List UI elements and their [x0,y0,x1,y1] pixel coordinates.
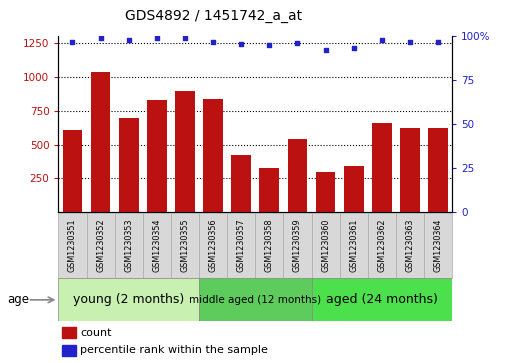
FancyBboxPatch shape [227,213,255,278]
FancyBboxPatch shape [86,213,115,278]
Bar [62,130,82,212]
Point [265,42,273,48]
Text: GSM1230358: GSM1230358 [265,219,274,272]
Bar [119,118,139,212]
Bar [260,168,279,212]
Text: GSM1230362: GSM1230362 [377,219,386,272]
Bar [372,123,392,212]
Text: percentile rank within the sample: percentile rank within the sample [80,345,268,355]
FancyBboxPatch shape [340,213,368,278]
Text: count: count [80,328,112,338]
FancyBboxPatch shape [424,213,452,278]
Bar [316,172,335,212]
FancyBboxPatch shape [199,213,227,278]
Point [124,37,133,43]
FancyBboxPatch shape [58,213,86,278]
Point [378,37,386,43]
Bar [62,344,76,356]
Point [406,39,414,45]
FancyBboxPatch shape [311,278,452,321]
Point [69,40,77,45]
Text: aged (24 months): aged (24 months) [326,293,438,306]
Bar [62,327,76,338]
FancyBboxPatch shape [171,213,199,278]
Text: young (2 months): young (2 months) [73,293,184,306]
Point [350,45,358,51]
Text: GSM1230355: GSM1230355 [180,219,189,272]
Text: GSM1230354: GSM1230354 [152,219,162,272]
Point [294,40,302,46]
Text: GDS4892 / 1451742_a_at: GDS4892 / 1451742_a_at [125,9,302,23]
Bar [231,155,251,212]
Bar [400,129,420,212]
FancyBboxPatch shape [311,213,340,278]
Bar [288,139,307,212]
Text: GSM1230361: GSM1230361 [349,219,358,272]
Text: GSM1230351: GSM1230351 [68,219,77,272]
Point [209,39,217,45]
FancyBboxPatch shape [199,278,311,321]
Text: GSM1230353: GSM1230353 [124,219,133,272]
Text: GSM1230364: GSM1230364 [433,219,442,272]
Text: GSM1230352: GSM1230352 [96,219,105,272]
FancyBboxPatch shape [115,213,143,278]
FancyBboxPatch shape [396,213,424,278]
Text: GSM1230363: GSM1230363 [405,219,415,272]
FancyBboxPatch shape [368,213,396,278]
Text: GSM1230356: GSM1230356 [209,219,217,272]
Point [181,35,189,41]
Point [97,35,105,41]
FancyBboxPatch shape [58,278,199,321]
Bar [428,128,448,212]
FancyBboxPatch shape [255,213,283,278]
Text: GSM1230359: GSM1230359 [293,219,302,272]
Text: GSM1230360: GSM1230360 [321,219,330,272]
Bar [344,166,364,212]
Bar [203,99,223,212]
Text: GSM1230357: GSM1230357 [237,219,246,272]
Text: middle aged (12 months): middle aged (12 months) [189,295,322,305]
Bar [91,72,110,212]
Point [322,46,330,52]
Point [153,35,161,41]
Text: age: age [8,293,29,306]
Point [237,41,245,47]
Bar [147,100,167,212]
Point [434,39,442,45]
Bar [175,91,195,212]
FancyBboxPatch shape [283,213,311,278]
FancyBboxPatch shape [143,213,171,278]
